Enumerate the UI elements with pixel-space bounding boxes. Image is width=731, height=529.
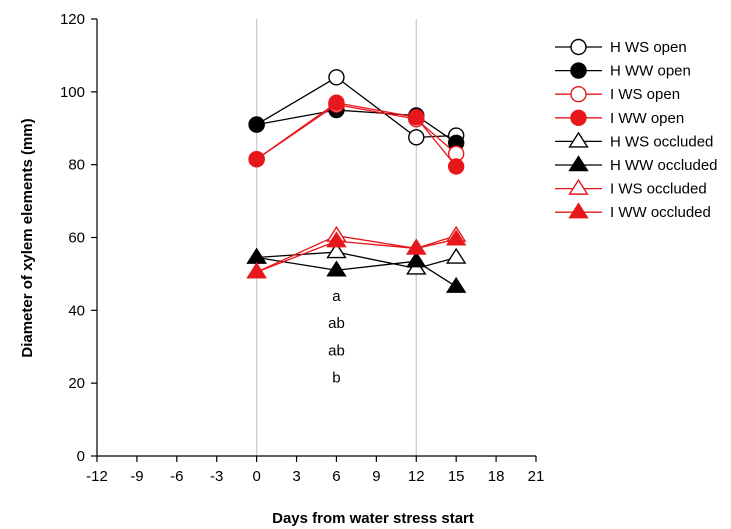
- series-line: [256, 251, 457, 270]
- legend-item: I WW open: [555, 109, 684, 127]
- series: [246, 225, 467, 279]
- data-point: [408, 109, 425, 126]
- legend-marker: [570, 38, 587, 56]
- x-tick-label: -12: [86, 468, 108, 485]
- x-tick-label: -6: [170, 468, 183, 485]
- significance-letter: a: [332, 288, 341, 305]
- legend-item: I WS open: [555, 85, 680, 103]
- significance-annotations: a ab ab b: [328, 288, 345, 387]
- data-point: [408, 129, 425, 146]
- legend-marker: [570, 62, 587, 79]
- legend-label: H WW open: [610, 63, 691, 80]
- legend-item: H WS open: [555, 38, 687, 56]
- y-tick-label: 80: [68, 157, 85, 174]
- y-tick-label: 60: [68, 230, 85, 247]
- x-tick-label: 3: [292, 468, 300, 485]
- series-line: [256, 103, 457, 160]
- legend-item: I WS occluded: [555, 178, 707, 198]
- legend-marker: [568, 202, 589, 219]
- data-point: [326, 260, 347, 277]
- series-line: [256, 109, 457, 144]
- series: [246, 247, 467, 293]
- data-point: [445, 247, 467, 264]
- series: [246, 242, 467, 275]
- axes: [96, 19, 536, 457]
- x-tick-label: 6: [332, 468, 340, 485]
- data-point: [248, 116, 265, 133]
- legend-marker: [570, 109, 587, 127]
- x-tick-label: 0: [252, 468, 260, 485]
- x-tick-label: 12: [408, 468, 425, 485]
- y-tick-label: 40: [68, 302, 85, 319]
- legend-label: H WS open: [610, 39, 687, 56]
- y-axis-ticks: 0 20 40 60 80 100 120: [60, 11, 97, 465]
- y-tick-label: 20: [68, 375, 85, 392]
- data-point: [445, 229, 467, 246]
- legend-label: H WS occluded: [610, 133, 713, 150]
- series-line: [256, 102, 457, 167]
- data-point: [328, 94, 345, 111]
- data-point: [406, 251, 427, 268]
- x-axis-ticks: -12 -9 -6 -3 0 3 6 9 12 15 18 21: [86, 456, 544, 485]
- data-point: [406, 238, 427, 255]
- x-tick-label: 9: [372, 468, 380, 485]
- legend: H WS open H WW open I WS open I WW open H WS…: [555, 38, 718, 221]
- significance-letter: ab: [328, 342, 345, 359]
- legend-item: H WW open: [555, 62, 691, 80]
- x-tick-label: 21: [528, 468, 545, 485]
- significance-letter: b: [332, 370, 340, 387]
- data-point: [246, 262, 267, 279]
- legend-label: H WW occluded: [610, 157, 718, 174]
- data-point: [328, 69, 345, 86]
- series-group: [246, 69, 467, 293]
- data-point: [445, 276, 467, 293]
- significance-letter: ab: [328, 315, 345, 332]
- legend-label: I WW open: [610, 110, 684, 127]
- y-tick-label: 100: [60, 84, 85, 101]
- series-line: [256, 256, 457, 288]
- legend-label: I WS occluded: [610, 181, 707, 198]
- legend-item: I WW occluded: [555, 202, 711, 221]
- y-tick-label: 0: [77, 448, 85, 465]
- x-axis-title: Days from water stress start: [272, 510, 474, 527]
- y-tick-label: 120: [60, 11, 85, 28]
- series: [248, 69, 465, 146]
- data-point: [246, 247, 267, 264]
- series: [248, 96, 465, 168]
- x-tick-label: 15: [448, 468, 465, 485]
- legend-item: H WS occluded: [555, 131, 713, 150]
- series-line: [256, 235, 457, 273]
- data-point: [326, 231, 347, 248]
- y-axis-title: Diameter of xylem elements (mm): [19, 118, 36, 357]
- legend-item: H WW occluded: [555, 155, 718, 174]
- series-line: [256, 238, 457, 273]
- legend-marker: [568, 155, 589, 172]
- data-point: [447, 158, 465, 175]
- reference-lines: [256, 19, 417, 456]
- x-tick-label: -3: [210, 468, 223, 485]
- legend-marker: [568, 178, 589, 195]
- legend-label: I WW occluded: [610, 204, 711, 221]
- series: [246, 229, 467, 279]
- legend-marker: [570, 85, 587, 103]
- x-tick-label: -9: [130, 468, 143, 485]
- series: [248, 94, 465, 175]
- data-point: [248, 151, 265, 168]
- legend-marker: [568, 131, 589, 148]
- x-tick-label: 18: [488, 468, 505, 485]
- legend-label: I WS open: [610, 86, 680, 103]
- data-point: [326, 242, 347, 259]
